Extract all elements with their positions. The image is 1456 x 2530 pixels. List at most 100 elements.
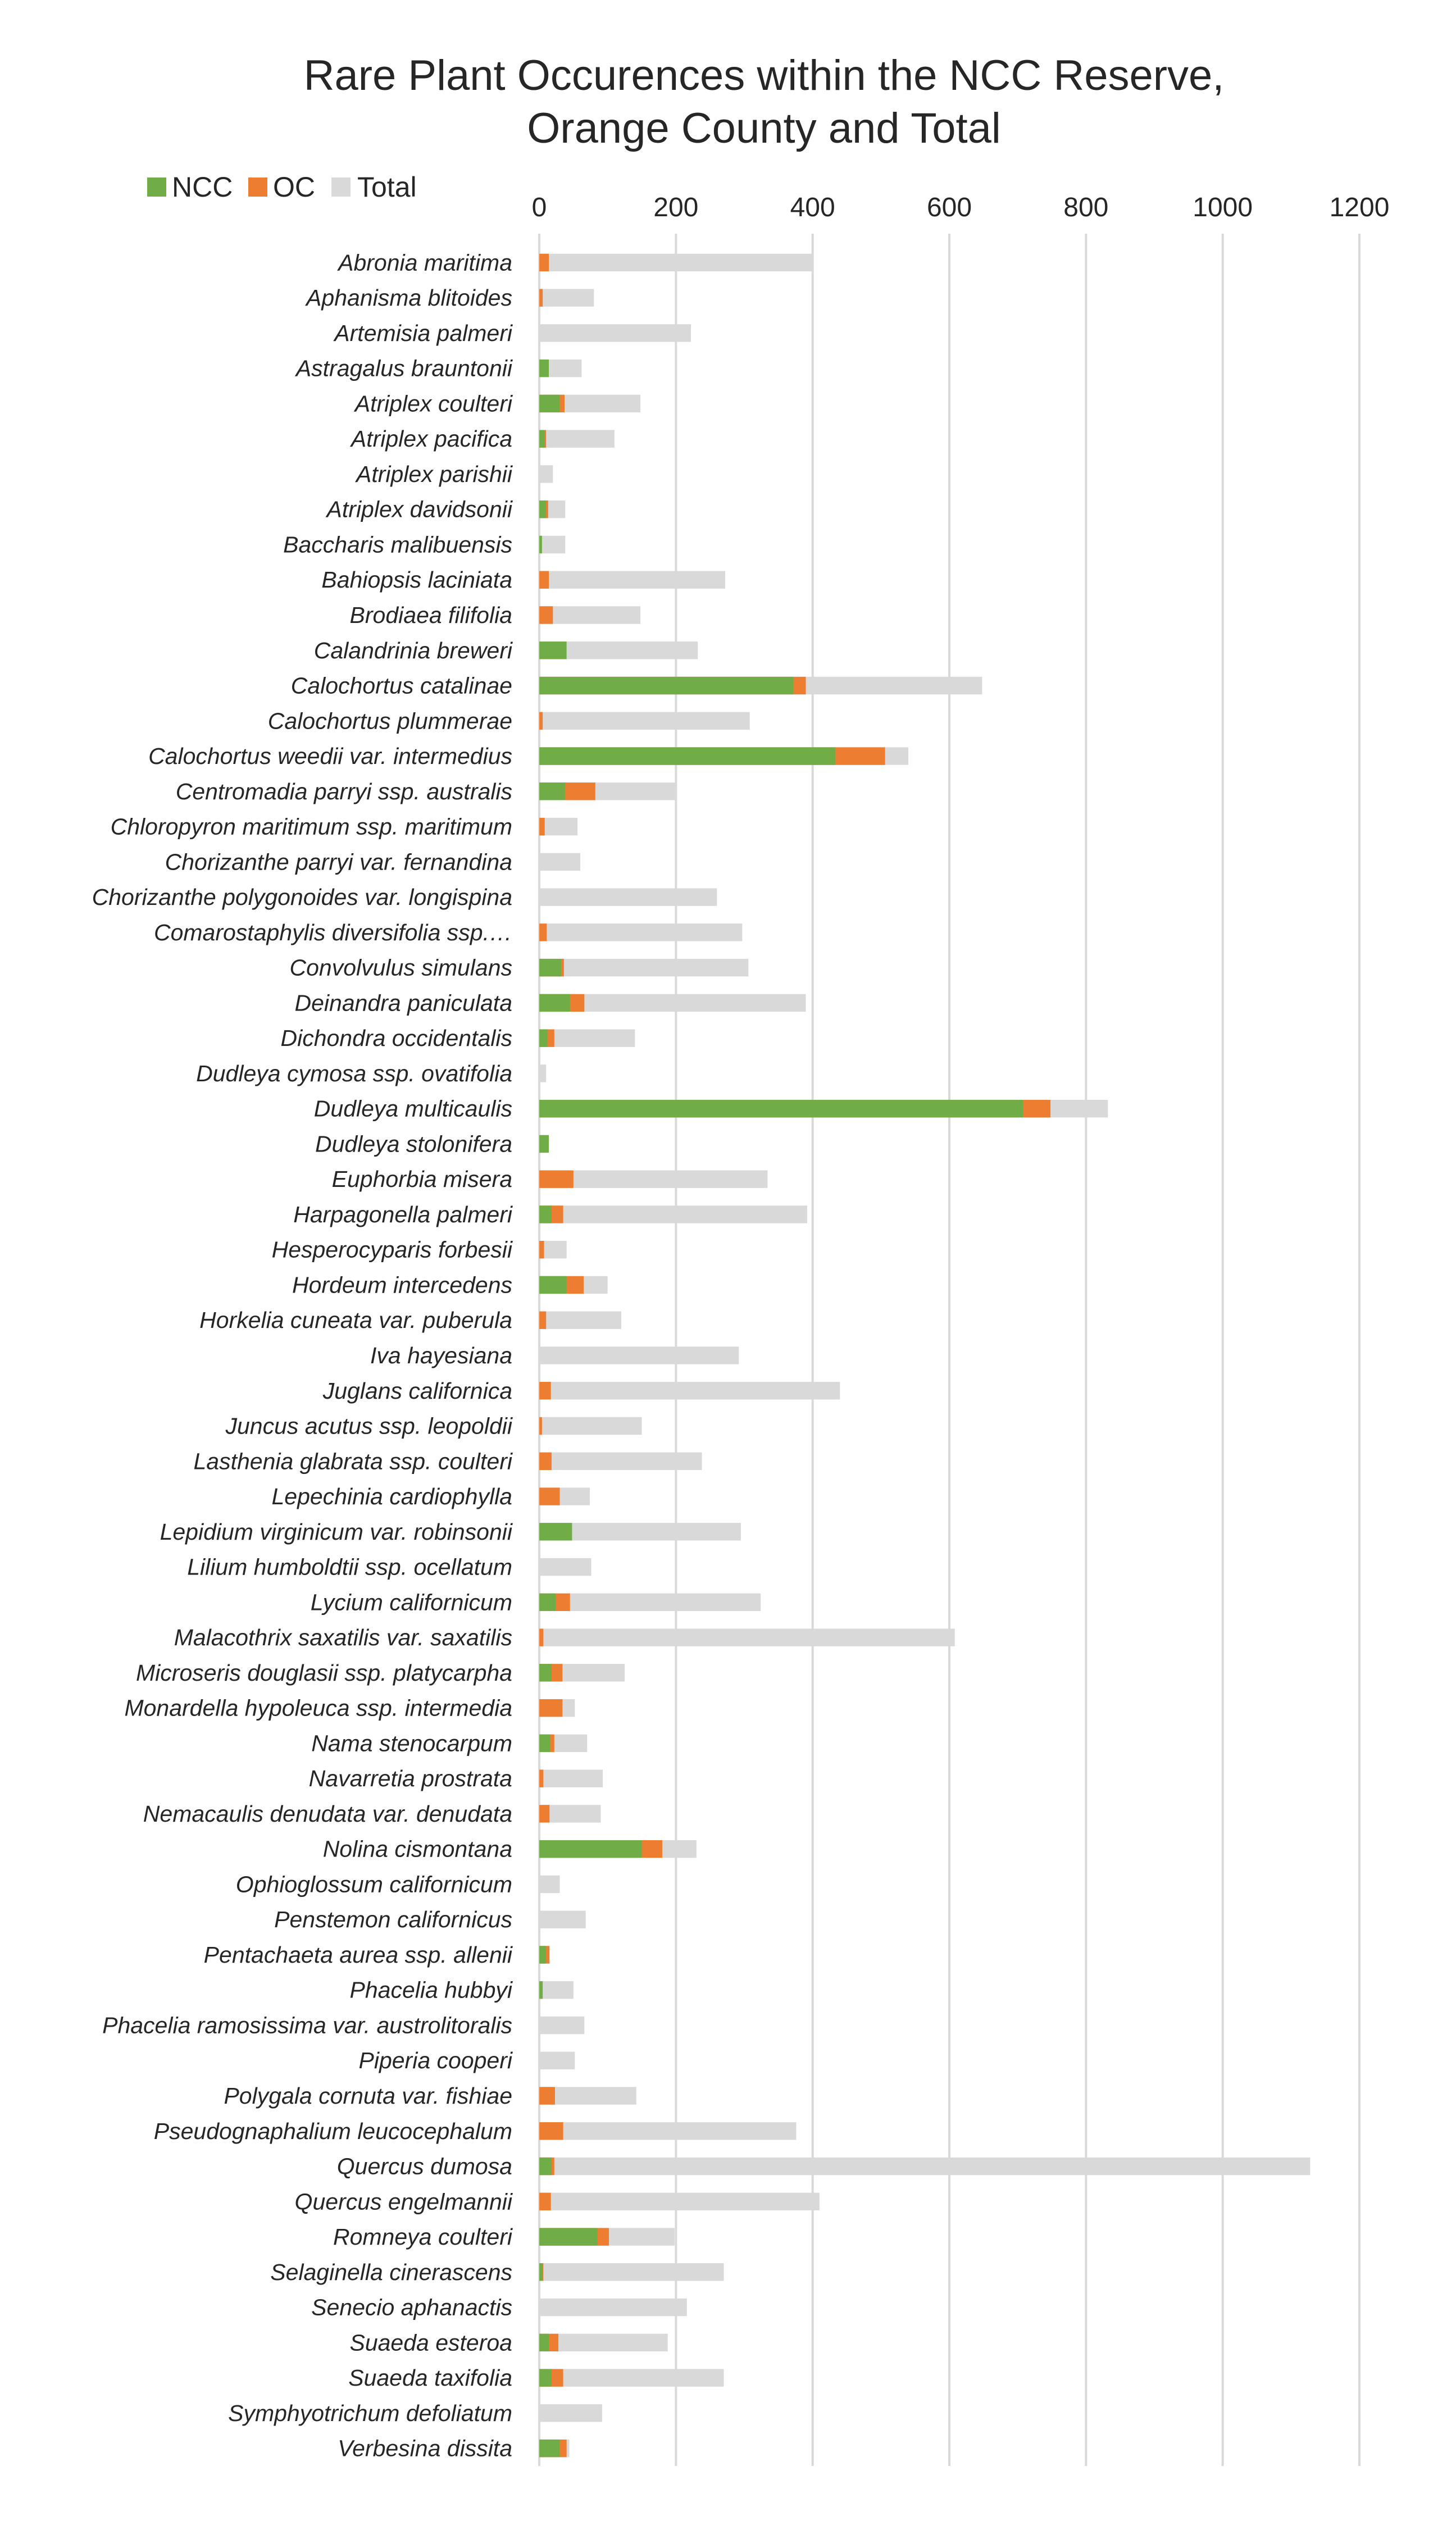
bar-total <box>539 2192 820 2210</box>
category-label: Lepidium virginicum var. robinsonii <box>160 1519 513 1545</box>
x-tick-label: 1200 <box>1330 193 1390 222</box>
bar-oc <box>539 1452 552 1470</box>
bar-total <box>539 1523 741 1541</box>
category-label: Atriplex davidsonii <box>325 497 513 522</box>
bar-oc <box>539 1699 563 1717</box>
bar-total <box>539 2122 797 2140</box>
category-label: Astragalus brauntonii <box>294 356 513 381</box>
bar-ncc <box>539 2228 598 2246</box>
category-label: Deinandra paniculata <box>295 990 513 1016</box>
bar-total <box>539 888 717 906</box>
category-label: Juncus acutus ssp. leopoldii <box>225 1413 513 1439</box>
bar-oc <box>539 923 547 941</box>
category-label: Quercus engelmannii <box>295 2188 513 2214</box>
category-label: Chorizanthe polygonoides var. longispina <box>92 884 512 910</box>
category-label: Comarostaphylis diversifolia ssp.… <box>154 920 512 945</box>
category-label: Juglans californica <box>322 1378 512 1404</box>
category-label: Malacothrix saxatilis var. saxatilis <box>174 1625 512 1650</box>
category-label: Dudleya cymosa ssp. ovatifolia <box>196 1061 512 1086</box>
bar-total <box>539 2333 668 2352</box>
category-label: Calandrinia breweri <box>314 638 513 663</box>
category-label: Iva hayesiana <box>370 1343 512 1368</box>
bar-ncc <box>539 641 567 659</box>
bar-total <box>539 1311 621 1329</box>
legend-label-total: Total <box>357 171 417 203</box>
category-label: Selaginella cinerascens <box>270 2259 512 2285</box>
x-tick-label: 800 <box>1063 193 1108 222</box>
category-label: Calochortus weedii var. intermedius <box>148 743 512 769</box>
category-label: Atriplex pacifica <box>349 426 512 452</box>
x-axis-tick-labels: 0 200 400 600 800 1000 1200 <box>532 193 1390 222</box>
bar-total <box>539 1417 642 1435</box>
x-tick-label: 200 <box>653 193 698 222</box>
category-label: Dichondra occidentalis <box>280 1025 512 1051</box>
category-label: Centromadia parryi ssp. australis <box>176 779 512 804</box>
bar-ncc <box>539 2369 552 2387</box>
category-label: Atriplex coulteri <box>353 390 513 416</box>
category-label: Convolvulus simulans <box>289 955 512 981</box>
bar-ncc <box>539 359 549 377</box>
legend: NCC OC Total <box>147 171 417 203</box>
bar-total <box>539 817 578 836</box>
bar-oc <box>539 1769 544 1787</box>
bar-ncc <box>539 430 545 448</box>
bar-oc <box>539 289 543 307</box>
category-label: Nolina cismontana <box>323 1836 512 1862</box>
bar-ncc <box>539 1029 548 1047</box>
category-label: Pseudognaphalium leucocephalum <box>154 2118 512 2144</box>
bar-ncc <box>539 1099 1023 1118</box>
bar-total <box>539 2404 602 2422</box>
category-label: Phacelia hubbyi <box>350 1977 513 2003</box>
bar-oc <box>539 1241 544 1259</box>
bar-total <box>539 324 691 342</box>
bar-oc <box>539 1628 544 1646</box>
category-labels: Abronia maritima Aphanisma blitoides Artem… <box>92 249 513 2461</box>
bar-total <box>539 2369 724 2387</box>
bar-ncc <box>539 747 835 765</box>
category-label: Artemisia palmeri <box>333 320 513 346</box>
chart-title-line-2: Orange County and Total <box>527 104 1001 152</box>
bar-total <box>539 2016 585 2035</box>
category-label: Lilium humboldtii ssp. ocellatum <box>187 1554 512 1580</box>
x-tick-label: 1000 <box>1193 193 1253 222</box>
category-label: Penstemon californicus <box>274 1906 512 1932</box>
bar-total <box>539 2298 687 2317</box>
legend-swatch-total <box>331 178 351 197</box>
chart-title-line-1: Rare Plant Occurences within the NCC Res… <box>304 52 1225 99</box>
bar-ncc <box>539 1205 552 1223</box>
bar-total <box>539 853 580 871</box>
bar-total <box>539 2157 1311 2176</box>
bar-total <box>539 1628 955 1646</box>
legend-label-ncc: NCC <box>172 171 233 203</box>
bar-oc <box>539 1170 574 1188</box>
bar-ncc <box>539 958 561 977</box>
category-label: Suaeda taxifolia <box>348 2365 512 2391</box>
bar-ncc <box>539 394 560 413</box>
bar-total <box>539 2051 575 2069</box>
category-label: Monardella hypoleuca ssp. intermedia <box>124 1695 512 1721</box>
category-label: Baccharis malibuensis <box>283 531 512 557</box>
bar-ncc <box>539 1734 550 1753</box>
category-label: Dudleya stolonifera <box>315 1131 512 1157</box>
series-total <box>539 253 1311 2458</box>
bar-total <box>539 1769 603 1787</box>
category-label: Symphyotrichum defoliatum <box>228 2400 512 2426</box>
bar-oc <box>539 1805 550 1823</box>
category-label: Pentachaeta aurea ssp. allenii <box>204 1942 513 1968</box>
category-label: Calochortus catalinae <box>291 673 512 699</box>
category-label: Lycium californicum <box>311 1589 512 1615</box>
category-label: Ophioglossum californicum <box>236 1871 512 1897</box>
category-label: Dudleya multicaulis <box>314 1096 512 1122</box>
category-label: Bahiopsis laciniata <box>321 567 512 593</box>
category-label: Polygala cornuta var. fishiae <box>224 2083 512 2109</box>
category-label: Navarretia prostrata <box>309 1765 512 1791</box>
category-label: Quercus dumosa <box>337 2154 512 2179</box>
bar-total <box>539 571 725 589</box>
bar-oc <box>539 571 549 589</box>
category-label: Horkelia cuneata var. puberula <box>199 1307 512 1333</box>
category-label: Chorizanthe parryi var. fernandina <box>165 849 512 875</box>
category-label: Euphorbia misera <box>332 1166 512 1192</box>
category-label: Brodiaea filifolia <box>350 602 512 628</box>
